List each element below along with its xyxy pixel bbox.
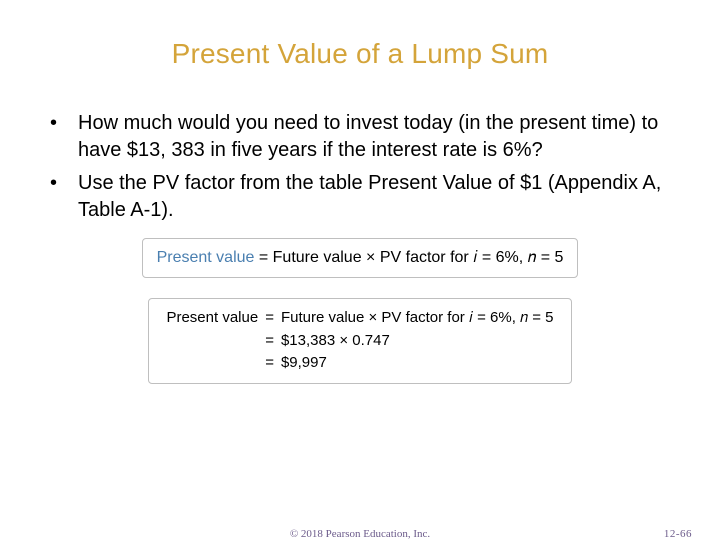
formula2-table: Present value = Future value × PV factor…	[165, 307, 554, 375]
bullet-item: How much would you need to invest today …	[40, 110, 680, 164]
page-number: 12-66	[664, 528, 692, 540]
equals-sign: =	[259, 352, 280, 375]
formula-box-2: Present value = Future value × PV factor…	[148, 298, 571, 384]
bullet-list: How much would you need to invest today …	[40, 110, 680, 224]
slide-title: Present Value of a Lump Sum	[40, 38, 680, 70]
formula2-line1-lhs: Present value	[165, 307, 259, 330]
formula2-line1-rhs: Future value × PV factor for 𝑖 = 6%, 𝑛 =…	[280, 307, 555, 330]
formula2-line3-rhs: $9,997	[280, 352, 555, 375]
formula2-line2-rhs: $13,383 × 0.747	[280, 330, 555, 353]
bullet-item: Use the PV factor from the table Present…	[40, 170, 680, 224]
equals-sign: =	[259, 307, 280, 330]
formula1-lhs: Present value	[157, 249, 255, 266]
copyright-text: © 2018 Pearson Education, Inc.	[0, 528, 720, 540]
formula-box-1: Present value = Future value × PV factor…	[142, 238, 579, 278]
slide: { "colors": { "title": "#d4a43a", "bulle…	[0, 0, 720, 540]
equals-sign: =	[259, 330, 280, 353]
formula1-rhs: = Future value × PV factor for 𝑖 = 6%, 𝑛…	[254, 249, 563, 266]
